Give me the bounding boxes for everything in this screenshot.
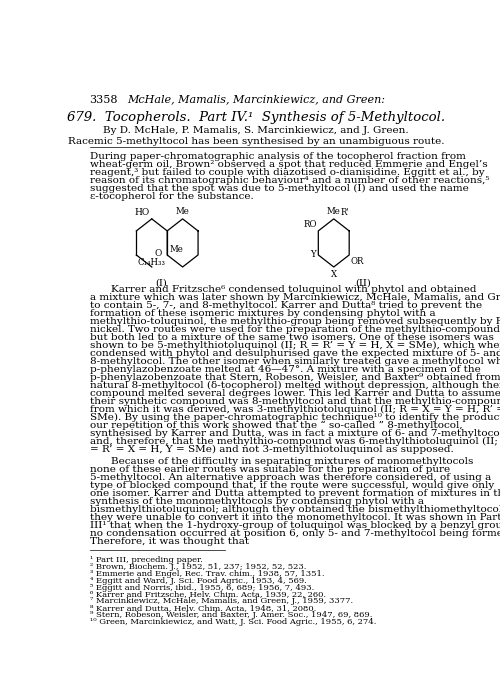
Text: III¹ that when the 1-hydroxy-group of toluquinol was blocked by a benzyl group: III¹ that when the 1-hydroxy-group of to… (90, 521, 500, 530)
Text: reason of its chromatographic behaviour⁴ and a number of other reactions,⁵: reason of its chromatographic behaviour⁴… (90, 176, 489, 185)
Text: wheat-germ oil, Brown² observed a spot that reduced Emmerie and Engel’s: wheat-germ oil, Brown² observed a spot t… (90, 160, 487, 169)
Text: from which it was derived, was 3-methylthiotoluquinol (II; R = X = Y = H, R’ =: from which it was derived, was 3-methylt… (90, 405, 500, 414)
Text: shown to be 5-methylthiotoluquinol (II; R = R’ = Y = H, X = SMe), which when: shown to be 5-methylthiotoluquinol (II; … (90, 341, 500, 350)
Text: p-phenylazobenzoate that Stern, Robeson, Weisler, and Baxter⁹ obtained from: p-phenylazobenzoate that Stern, Robeson,… (90, 373, 500, 382)
Text: ⁷ Marcinkiewicz, McHale, Mamalis, and Green, J., 1959, 3377.: ⁷ Marcinkiewicz, McHale, Mamalis, and Gr… (90, 598, 353, 605)
Text: none of these earlier routes was suitable for the preparation of pure: none of these earlier routes was suitabl… (90, 465, 450, 474)
Text: bismethylthiotoluquinol; although they obtained the bismethylthiomethyltocol: bismethylthiotoluquinol; although they o… (90, 505, 500, 514)
Text: their synthetic compound was 8-methyltocol and that the methylthio-compound,: their synthetic compound was 8-methyltoc… (90, 397, 500, 406)
Text: but both led to a mixture of the same two isomers. One of these isomers was: but both led to a mixture of the same tw… (90, 333, 494, 342)
Text: one isomer. Karrer and Dutta attempted to prevent formation of mixtures in the: one isomer. Karrer and Dutta attempted t… (90, 489, 500, 498)
Text: RO: RO (304, 220, 317, 229)
Text: compound melted several degrees lower. This led Karrer and Dutta to assume that: compound melted several degrees lower. T… (90, 389, 500, 398)
Text: X: X (330, 270, 337, 279)
Text: By D. McHale, P. Mamalis, S. Marcinkiewicz, and J. Green.: By D. McHale, P. Mamalis, S. Marcinkiewi… (104, 126, 409, 135)
Text: O: O (154, 249, 162, 258)
Text: OR: OR (350, 257, 364, 265)
Text: formation of these isomeric mixtures by condensing phytol with a: formation of these isomeric mixtures by … (90, 309, 435, 318)
Text: reagent,³ but failed to couple with diazotised o-dianisidine. Eggitt et al., by: reagent,³ but failed to couple with diaz… (90, 168, 484, 177)
Text: nickel. Two routes were used for the preparation of the methylthio-compounds: nickel. Two routes were used for the pre… (90, 325, 500, 334)
Text: natural 8-methyltocol (δ-tocopherol) melted without depression, although their: natural 8-methyltocol (δ-tocopherol) mel… (90, 381, 500, 390)
Text: Me: Me (169, 245, 183, 254)
Text: ε-tocopherol for the substance.: ε-tocopherol for the substance. (90, 192, 254, 201)
Text: to contain 5-, 7-, and 8-methyltocol. Karrer and Dutta⁸ tried to prevent the: to contain 5-, 7-, and 8-methyltocol. Ka… (90, 301, 482, 310)
Text: synthesised by Karrer and Dutta, was in fact a mixture of 6- and 7-methyltocol: synthesised by Karrer and Dutta, was in … (90, 428, 500, 438)
Text: (II): (II) (356, 278, 371, 287)
Text: Therefore, it was thought that: Therefore, it was thought that (90, 537, 249, 546)
Text: ⁶ Karrer and Fritzsche, Helv. Chim. Acta, 1939, 22, 260.: ⁶ Karrer and Fritzsche, Helv. Chim. Acta… (90, 591, 326, 598)
Text: ² Brown, Biochem. J., 1952, 51, 237; 1952, 52, 523.: ² Brown, Biochem. J., 1952, 51, 237; 195… (90, 563, 306, 571)
Text: Me: Me (176, 207, 190, 217)
Text: McHale, Mamalis, Marcinkiewicz, and Green:: McHale, Mamalis, Marcinkiewicz, and Gree… (127, 94, 385, 105)
Text: ¹⁰ Green, Marcinkiewicz, and Watt, J. Sci. Food Agric., 1955, 6, 274.: ¹⁰ Green, Marcinkiewicz, and Watt, J. Sc… (90, 618, 376, 625)
Text: 3358: 3358 (90, 94, 118, 105)
Text: our repetition of this work showed that the “ so-called ” 8-methyltocol,: our repetition of this work showed that … (90, 421, 462, 430)
Text: ⁹ Stern, Robeson, Weisler, and Baxter, J. Amer. Soc., 1947, 69, 869.: ⁹ Stern, Robeson, Weisler, and Baxter, J… (90, 611, 372, 619)
Text: ³ Emmerie and Engel, Rec. Trav. chim., 1938, 57, 1351.: ³ Emmerie and Engel, Rec. Trav. chim., 1… (90, 570, 324, 578)
Text: ⁴ Eggitt and Ward, J. Sci. Food Agric., 1953, 4, 569.: ⁴ Eggitt and Ward, J. Sci. Food Agric., … (90, 576, 306, 585)
Text: Karrer and Fritzsche⁶ condensed toluquinol with phytol and obtained: Karrer and Fritzsche⁶ condensed toluquin… (111, 285, 476, 294)
Text: During paper-chromatographic analysis of the tocopherol fraction from: During paper-chromatographic analysis of… (90, 152, 466, 161)
Text: methylthio-toluquinol, the methylthio-group being removed subsequently by Raney: methylthio-toluquinol, the methylthio-gr… (90, 316, 500, 326)
Text: ⁵ Eggitt and Norris, ibid., 1955, 6, 689; 1956, 7, 493.: ⁵ Eggitt and Norris, ibid., 1955, 6, 689… (90, 584, 314, 591)
Text: Racemic 5-methyltocol has been synthesised by an unambiguous route.: Racemic 5-methyltocol has been synthesis… (68, 137, 444, 147)
Text: HO: HO (134, 208, 150, 217)
Text: 8-methyltocol. The other isomer when similarly treated gave a methyltocol whose: 8-methyltocol. The other isomer when sim… (90, 356, 500, 366)
Text: ¹ Part III, preceding paper.: ¹ Part III, preceding paper. (90, 556, 202, 564)
Text: suggested that the spot was due to 5-methyltocol (I) and used the name: suggested that the spot was due to 5-met… (90, 184, 468, 194)
Text: Because of the difficulty in separating mixtures of monomethyltocols: Because of the difficulty in separating … (111, 457, 474, 466)
Text: Me: Me (327, 207, 340, 217)
Text: condensed with phytol and desulphurised gave the expected mixture of 5- and: condensed with phytol and desulphurised … (90, 349, 500, 358)
Text: type of blocked compound that, if the route were successful, would give only: type of blocked compound that, if the ro… (90, 481, 494, 490)
Text: a mixture which was later shown by Marcinkiewicz, McHale, Mamalis, and Green⁷: a mixture which was later shown by Marci… (90, 293, 500, 301)
Text: SMe). By using the paper-chromatographic technique¹⁰ to identify the products,: SMe). By using the paper-chromatographic… (90, 413, 500, 422)
Text: R': R' (340, 208, 349, 217)
Text: no condensation occurred at position 6, only 5- and 7-methyltocol being formed.: no condensation occurred at position 6, … (90, 529, 500, 538)
Text: = R’ = X = H, Y = SMe) and not 3-methylthiotoluquinol as supposed.: = R’ = X = H, Y = SMe) and not 3-methylt… (90, 445, 454, 454)
Text: C₁₄H₃₃: C₁₄H₃₃ (138, 258, 166, 267)
Text: Y: Y (310, 251, 316, 259)
Text: they were unable to convert it into the monomethyltocol. It was shown in Part: they were unable to convert it into the … (90, 513, 500, 522)
Text: (I): (I) (156, 278, 167, 287)
Text: p-phenylazobenzoate melted at 46—47°. A mixture with a specimen of the: p-phenylazobenzoate melted at 46—47°. A … (90, 365, 480, 373)
Text: and, therefore, that the methylthio-compound was 6-methylthiotoluquinol (II; R: and, therefore, that the methylthio-comp… (90, 437, 500, 446)
Text: synthesis of the monomethyltocols by condensing phytol with a: synthesis of the monomethyltocols by con… (90, 497, 423, 506)
Text: 679.  Tocopherols.  Part IV.¹  Synthesis of 5-Methyltocol.: 679. Tocopherols. Part IV.¹ Synthesis of… (67, 111, 446, 124)
Text: 5-methyltocol. An alternative approach was therefore considered, of using a: 5-methyltocol. An alternative approach w… (90, 473, 491, 482)
Text: ⁸ Karrer and Dutta, Helv. Chim. Acta, 1948, 31, 2080.: ⁸ Karrer and Dutta, Helv. Chim. Acta, 19… (90, 604, 316, 612)
